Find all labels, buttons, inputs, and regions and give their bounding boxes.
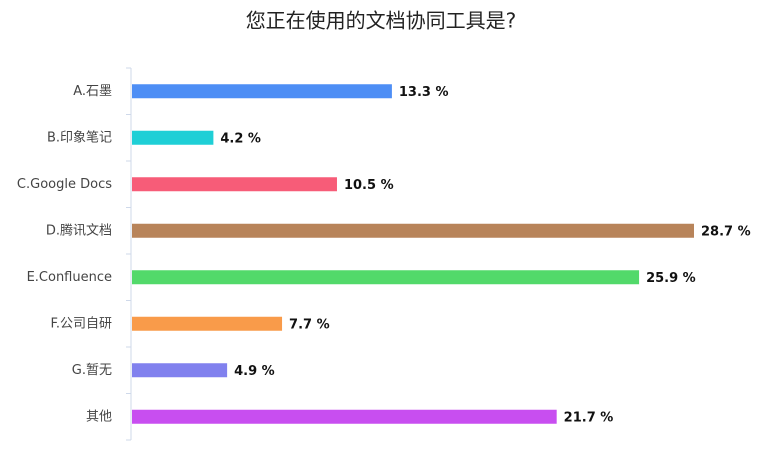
category-label: G.暂无 — [72, 363, 112, 378]
chart-title: 您正在使用的文档协同工具是? — [246, 9, 517, 33]
bar — [132, 177, 337, 192]
bar — [132, 84, 392, 99]
data-label: 28.7 % — [701, 224, 751, 239]
bar — [132, 363, 228, 378]
data-label: 13.3 % — [399, 85, 449, 100]
data-label: 10.5 % — [344, 178, 394, 193]
category-label: E.Confluence — [27, 270, 112, 285]
category-label: C.Google Docs — [17, 177, 112, 192]
bar — [132, 270, 640, 285]
category-label: 其他 — [86, 409, 112, 424]
data-label: 7.7 % — [289, 317, 330, 332]
bar — [132, 130, 214, 145]
data-label: 4.9 % — [234, 364, 275, 379]
data-label: 21.7 % — [564, 410, 614, 425]
bar — [132, 409, 557, 424]
data-label: 25.9 % — [646, 271, 696, 286]
category-label: F.公司自研 — [50, 316, 112, 331]
data-label: 4.2 % — [220, 131, 261, 146]
bar — [132, 316, 283, 331]
bar — [132, 223, 694, 238]
category-label: B.印象笔记 — [47, 129, 112, 145]
category-label: A.石墨 — [73, 84, 112, 99]
category-label: D.腾讯文档 — [46, 222, 112, 238]
